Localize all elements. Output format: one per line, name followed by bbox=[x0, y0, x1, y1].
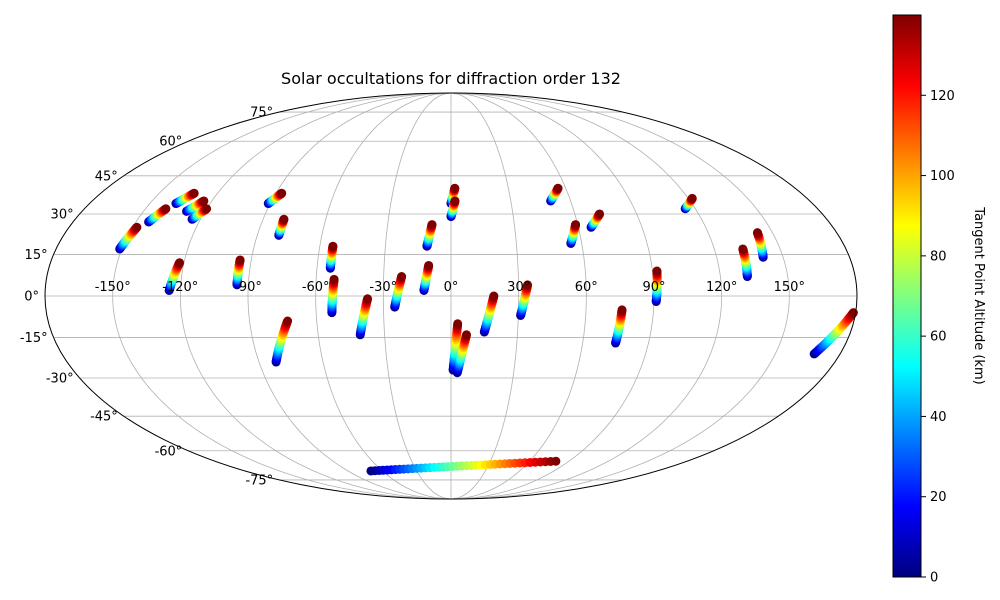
lon-tick-label: -30° bbox=[369, 280, 397, 295]
colorbar-label: Tangent Point Altitude (km) bbox=[971, 206, 986, 384]
data-point bbox=[450, 196, 460, 206]
lat-tick-label: -30° bbox=[46, 372, 74, 387]
data-point bbox=[363, 294, 373, 304]
colorbar-ticks: 0 20 40 60 80 100 120 bbox=[921, 89, 955, 586]
lat-tick-label: 30° bbox=[51, 208, 74, 223]
map-grid bbox=[45, 92, 857, 500]
data-point bbox=[551, 456, 561, 466]
longitude-labels: -150° -120° -90° -60° -30° 0° 30° 60° 90° 120° 150… bbox=[95, 280, 805, 295]
lat-tick-label: 15° bbox=[25, 248, 48, 263]
lat-tick-label: -60° bbox=[155, 444, 183, 459]
lon-tick-label: 0° bbox=[444, 280, 459, 295]
lat-tick-label: -45° bbox=[90, 410, 118, 425]
grid-meridian bbox=[247, 92, 452, 500]
lon-tick-label: 90° bbox=[642, 280, 665, 295]
lat-tick-label: 60° bbox=[159, 135, 182, 150]
chart-title: Solar occultations for diffraction order… bbox=[281, 69, 621, 88]
lon-tick-label: -150° bbox=[95, 280, 131, 295]
colorbar-tick-label: 20 bbox=[930, 490, 947, 505]
data-point bbox=[595, 209, 605, 219]
data-point bbox=[132, 222, 142, 232]
lat-tick-label: 45° bbox=[95, 169, 118, 184]
grid-meridian bbox=[179, 92, 452, 500]
colorbar-gradient bbox=[892, 14, 922, 578]
lat-tick-label: -15° bbox=[20, 331, 48, 346]
lon-tick-label: -120° bbox=[162, 280, 198, 295]
data-point bbox=[397, 272, 407, 282]
data-point bbox=[687, 193, 697, 203]
data-point bbox=[235, 255, 245, 265]
colorbar-tick-label: 80 bbox=[930, 249, 947, 264]
data-point bbox=[202, 204, 212, 214]
data-point bbox=[523, 280, 533, 290]
colorbar-tick-label: 40 bbox=[930, 410, 947, 425]
grid-meridian bbox=[112, 92, 452, 500]
colorbar: 0 20 40 60 80 100 120 Tangent Point Altitude (… bbox=[892, 14, 986, 586]
lon-tick-label: 60° bbox=[575, 280, 598, 295]
latitude-labels: 75° 60° 45° 30° 15° 0° -15° -30° -45° -60° -75° bbox=[20, 106, 273, 489]
data-point bbox=[283, 316, 293, 326]
data-point bbox=[329, 274, 339, 284]
grid-meridian bbox=[315, 92, 452, 500]
data-point bbox=[489, 291, 499, 301]
grid-meridian bbox=[450, 92, 723, 500]
data-point bbox=[453, 319, 463, 329]
colorbar-tick-label: 120 bbox=[930, 89, 955, 104]
data-point bbox=[175, 258, 185, 268]
lon-tick-label: -90° bbox=[234, 280, 262, 295]
data-point bbox=[161, 204, 171, 214]
data-point bbox=[277, 188, 287, 198]
grid-meridian bbox=[450, 92, 587, 500]
lon-tick-label: -60° bbox=[302, 280, 330, 295]
data-point bbox=[427, 220, 437, 230]
data-point bbox=[571, 220, 581, 230]
data-point bbox=[752, 228, 762, 238]
data-point bbox=[738, 244, 748, 254]
data-point bbox=[199, 196, 209, 206]
colorbar-tick-label: 100 bbox=[930, 169, 955, 184]
lat-tick-label: 75° bbox=[250, 106, 273, 121]
grid-meridian bbox=[450, 92, 520, 500]
grid-meridian bbox=[382, 92, 452, 500]
data-point bbox=[279, 214, 289, 224]
data-point bbox=[553, 183, 563, 193]
lon-tick-label: 150° bbox=[774, 280, 805, 295]
lat-tick-label: -75° bbox=[245, 473, 273, 488]
data-point bbox=[617, 305, 627, 315]
colorbar-tick-label: 60 bbox=[930, 330, 947, 345]
lon-tick-label: 120° bbox=[706, 280, 737, 295]
lon-tick-label: 30° bbox=[507, 280, 530, 295]
data-point bbox=[328, 241, 338, 251]
lat-tick-label: 0° bbox=[24, 290, 39, 305]
data-point bbox=[450, 183, 460, 193]
map-outline bbox=[44, 92, 858, 500]
data-point bbox=[652, 266, 662, 276]
grid-meridian bbox=[450, 92, 790, 500]
data-point bbox=[424, 260, 434, 270]
data-points bbox=[115, 183, 858, 476]
colorbar-tick-label: 0 bbox=[930, 571, 938, 586]
data-point bbox=[189, 188, 199, 198]
data-point bbox=[462, 330, 471, 340]
